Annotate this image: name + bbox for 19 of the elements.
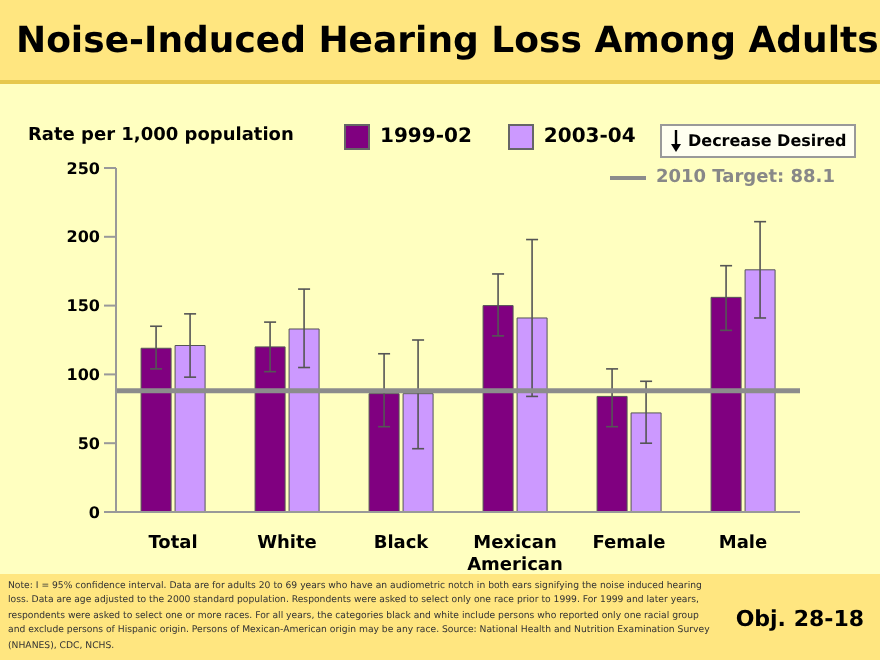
y-tick-label: 150 (66, 297, 101, 316)
y-tick-label: 100 (66, 366, 101, 385)
y-tick-label: 200 (66, 228, 101, 247)
y-axis-title: Rate per 1,000 population (28, 126, 294, 146)
y-tick-label: 250 (66, 159, 101, 178)
legend-label: 1999-02 (380, 126, 472, 148)
y-tick-label: 50 (77, 434, 101, 453)
x-tick-label: Male (718, 534, 768, 554)
legend-label: 2010 Target: 88.1 (656, 168, 835, 188)
text: Decrease Desired (688, 132, 847, 150)
chart-title: Noise-Induced Hearing Loss Among Adults (16, 19, 879, 61)
x-tick-label: Total (148, 534, 198, 554)
legend-label: 2003-04 (543, 126, 636, 148)
x-tick-label: Black (373, 534, 431, 554)
x-tick-label: White (257, 534, 317, 554)
text: Obj. 28-18 (735, 606, 864, 632)
y-tick-label: 0 (88, 503, 101, 522)
x-tick-label: Mexican American (467, 534, 563, 576)
x-tick-label: Female (592, 534, 666, 554)
